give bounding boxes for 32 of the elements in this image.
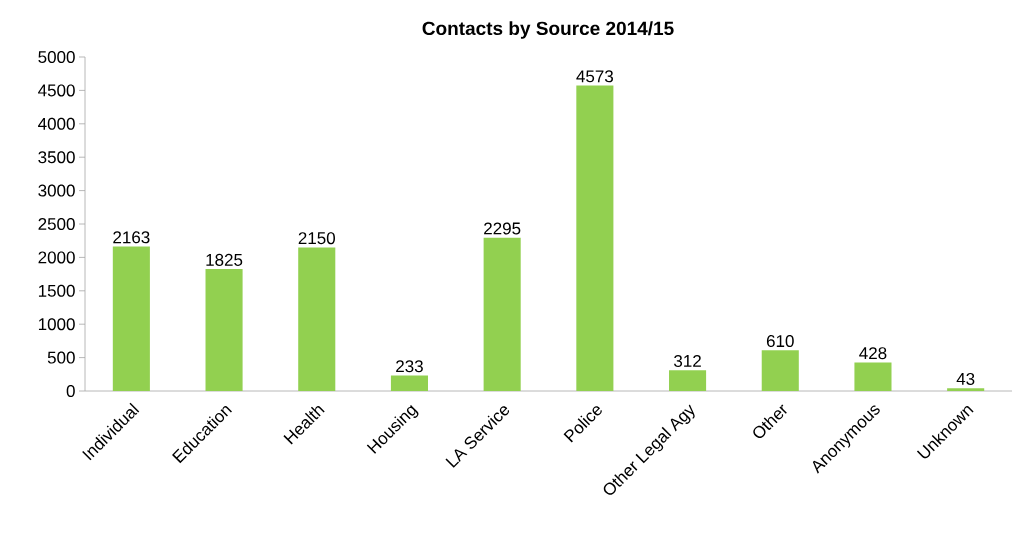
data-label: 4573 [576,70,614,83]
bar [947,388,985,391]
bar [669,370,707,391]
data-label: 428 [859,347,887,360]
bar [205,269,243,391]
bar [854,362,892,391]
data-label: 2150 [298,232,335,245]
y-tick-label: 4500 [38,84,75,97]
bar [298,247,336,391]
y-tick-label: 3500 [38,151,75,164]
data-label: 2295 [484,222,521,235]
y-tick-label: 1000 [38,318,75,331]
data-label: 610 [766,335,794,348]
y-tick-label: 4000 [38,117,75,130]
bar [576,85,614,391]
bar [112,246,150,391]
data-label: 43 [956,372,975,385]
y-tick-label: 0 [66,384,75,398]
data-label: 233 [396,360,423,373]
y-tick-label: 2500 [38,217,75,231]
bar [390,375,428,391]
y-tick-label: 3000 [38,184,75,197]
y-tick-label: 2000 [38,251,75,264]
bar [761,350,799,391]
data-label: 312 [674,354,701,367]
data-label: 2163 [113,231,150,244]
data-label: 1825 [206,253,243,266]
bar [483,237,521,391]
y-tick-label: 500 [47,351,75,364]
y-tick-label: 5000 [38,50,75,64]
chart-title: Contacts by Source 2014/15 [422,21,674,39]
y-tick-label: 1500 [38,284,75,297]
